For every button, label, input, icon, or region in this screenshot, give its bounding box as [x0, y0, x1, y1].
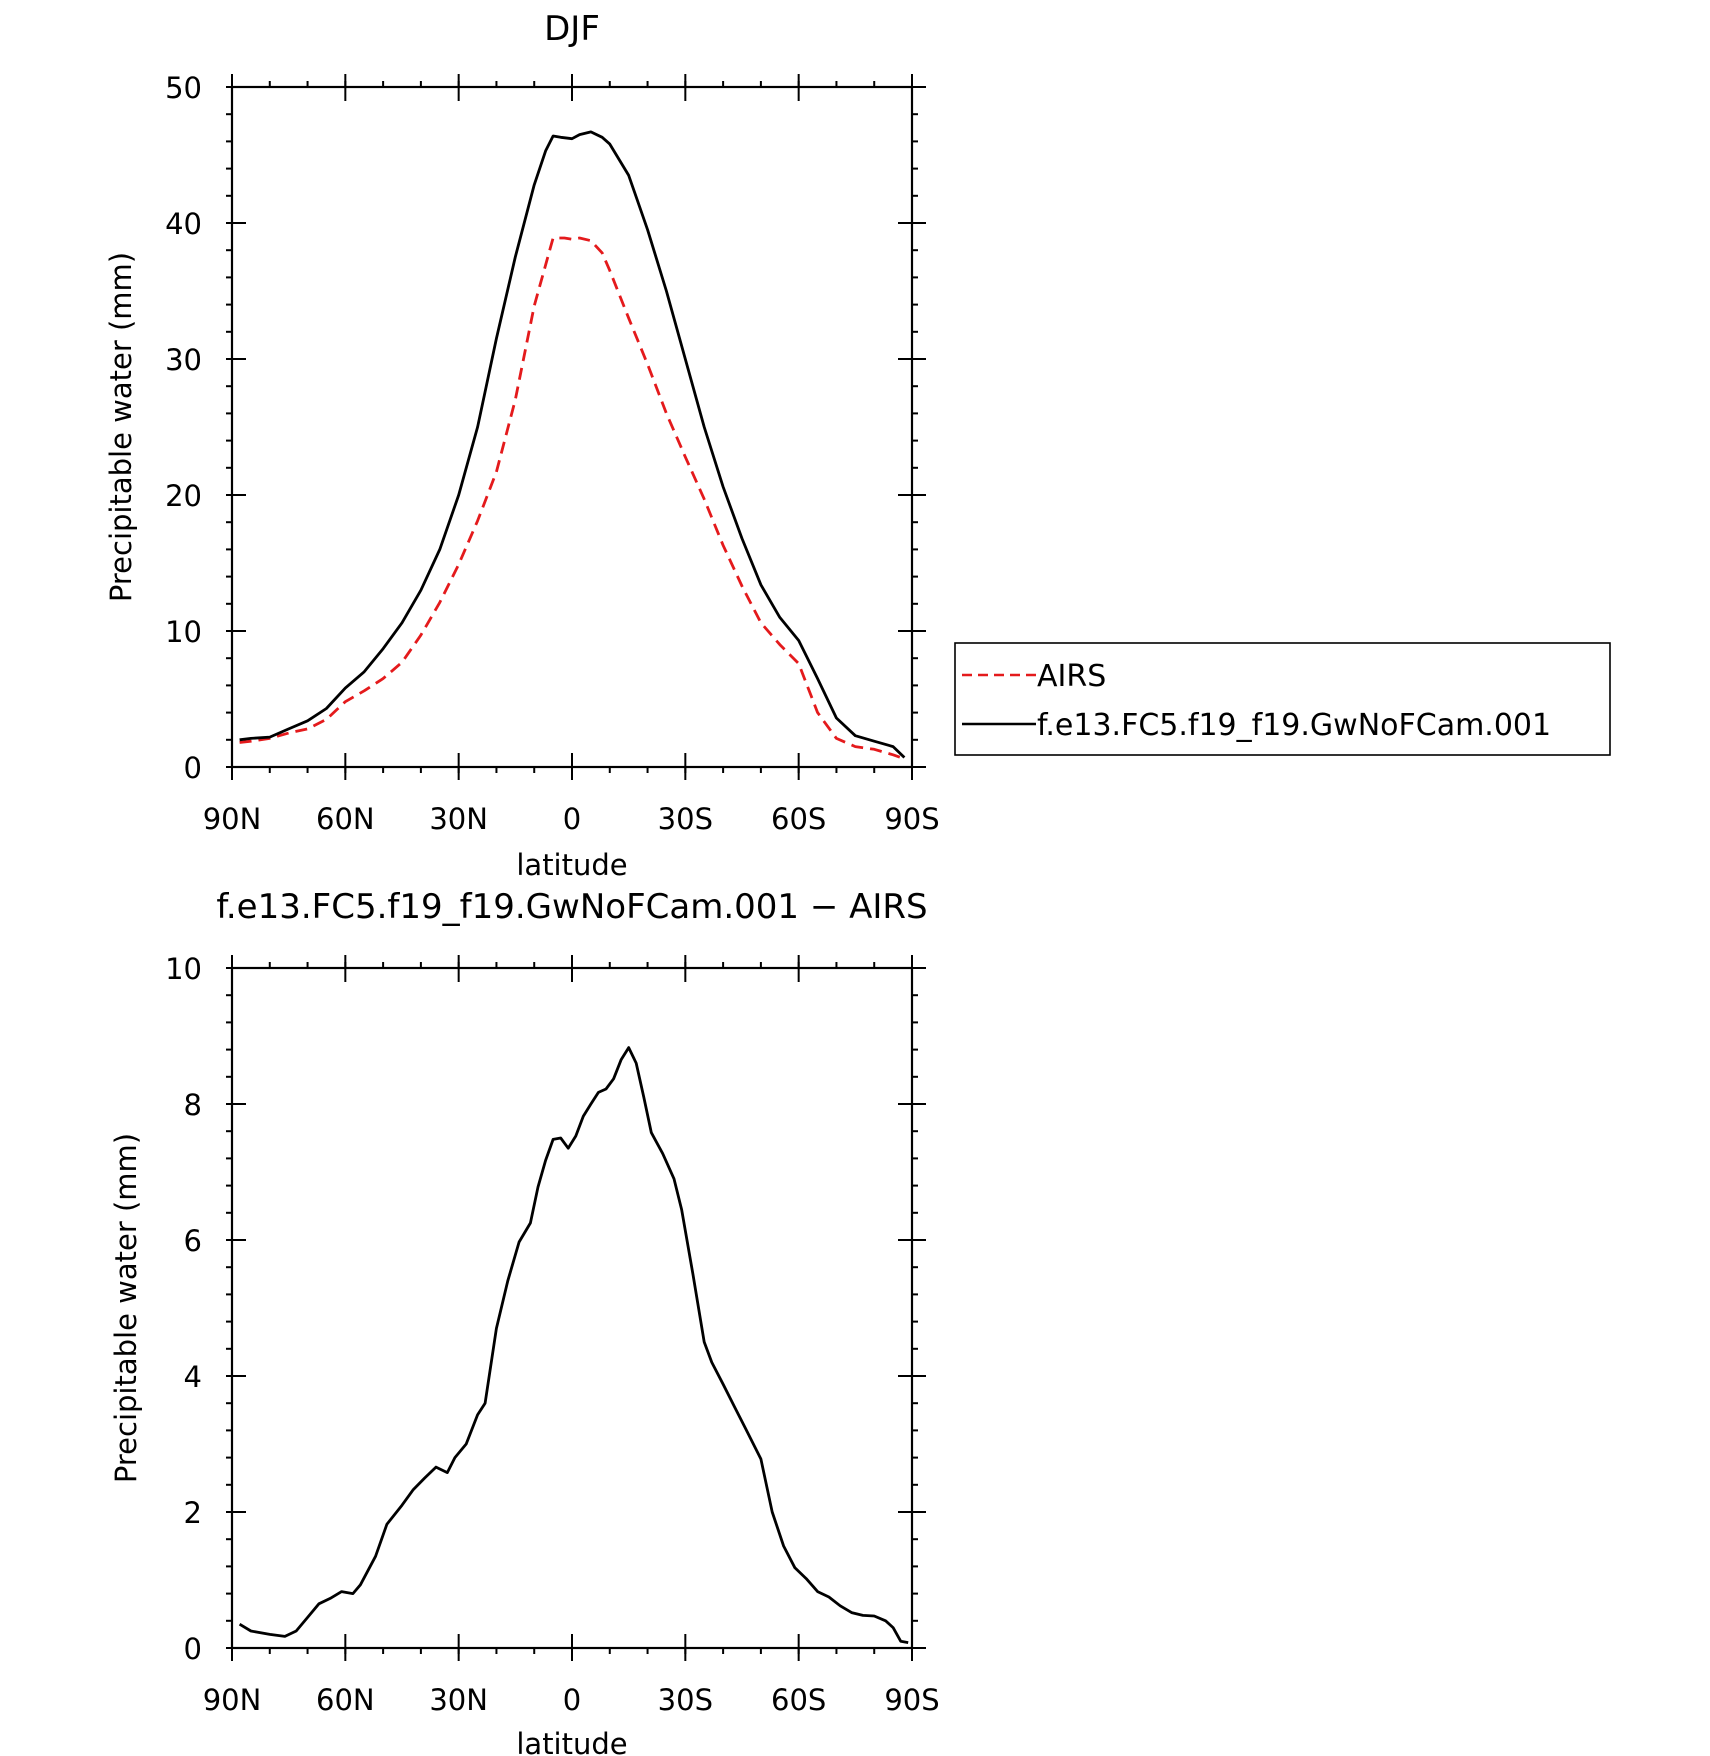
y-tick-label: 40 [165, 207, 202, 241]
x-tick-label: 30S [658, 1683, 713, 1717]
y-tick-label: 8 [184, 1088, 202, 1122]
x-tick-label: 0 [563, 802, 581, 836]
x-tick-label: 60N [316, 802, 375, 836]
x-tick-label: 60N [316, 1683, 375, 1717]
axis-ticks [226, 955, 926, 1661]
x-tick-label: 30N [429, 802, 488, 836]
x-tick-label: 90S [884, 802, 939, 836]
series-line-model [239, 130, 906, 759]
x-tick-label: 60S [771, 802, 826, 836]
legend-label-model: f.e13.FC5.f19_f19.GwNoFCam.001 [1037, 708, 1551, 743]
chart-difference: f.e13.FC5.f19_f19.GwNoFCam.001 − AIRS 0 2… [109, 887, 940, 1756]
y-tick-label: 4 [184, 1360, 202, 1394]
x-tick-label: 30S [658, 802, 713, 836]
legend-box [954, 642, 1611, 756]
x-tick-label: 0 [563, 1683, 581, 1717]
y-tick-label: 0 [184, 1632, 202, 1666]
y-tick-label: 20 [165, 479, 202, 513]
y-tick-label: 2 [184, 1496, 202, 1530]
x-axis-label: latitude [516, 848, 627, 882]
y-tick-label: 10 [165, 615, 202, 649]
axis-ticks [226, 74, 926, 780]
x-axis-label: latitude [516, 1727, 627, 1756]
chart-title: f.e13.FC5.f19_f19.GwNoFCam.001 − AIRS [216, 887, 927, 927]
y-tick-label: 0 [184, 751, 202, 785]
y-axis-label: Precipitable water (mm) [109, 1133, 143, 1483]
x-tick-label: 90N [203, 1683, 262, 1717]
x-tick-label: 90N [203, 802, 262, 836]
x-tick-label: 30N [429, 1683, 488, 1717]
y-tick-labels: 0 2 4 6 8 10 [165, 952, 202, 1666]
y-tick-labels: 0 10 20 30 40 50 [165, 71, 202, 785]
series-layer [239, 130, 906, 761]
y-tick-label: 30 [165, 343, 202, 377]
y-tick-label: 50 [165, 71, 202, 105]
series-layer [238, 1046, 909, 1644]
x-tick-labels: 90N 60N 30N 0 30S 60S 90S [203, 802, 940, 836]
chart-djf: DJF 0 10 20 30 40 50 90N 60N 30N 0 30S 60S 90S lati… [104, 9, 1611, 882]
x-tick-labels: 90N 60N 30N 0 30S 60S 90S [203, 1683, 940, 1717]
legend: AIRS f.e13.FC5.f19_f19.GwNoFCam.001 [954, 642, 1611, 756]
y-tick-label: 6 [184, 1224, 202, 1258]
y-tick-label: 10 [165, 952, 202, 986]
y-axis-label: Precipitable water (mm) [104, 252, 138, 602]
chart-title: DJF [544, 9, 600, 49]
x-tick-label: 90S [884, 1683, 939, 1717]
series-line-difference [238, 1046, 909, 1644]
legend-label-airs: AIRS [1037, 659, 1106, 694]
x-tick-label: 60S [771, 1683, 826, 1717]
